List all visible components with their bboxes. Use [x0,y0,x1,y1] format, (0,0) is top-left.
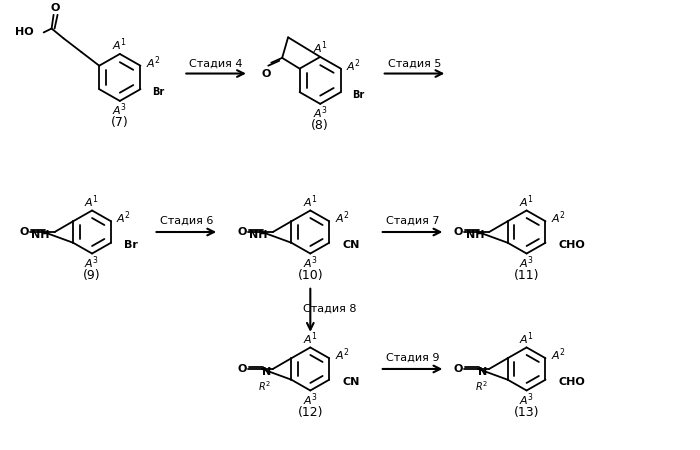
Text: $A^3$: $A^3$ [302,391,318,408]
Text: (13): (13) [514,405,539,418]
Text: $A^2$: $A^2$ [551,346,566,363]
Text: Br: Br [153,87,164,97]
Text: HO: HO [15,27,34,37]
Text: $A^3$: $A^3$ [302,254,318,270]
Text: (10): (10) [298,269,323,282]
Text: $R^2$: $R^2$ [475,380,488,393]
Text: (7): (7) [111,116,129,129]
Text: $A^3$: $A^3$ [313,104,328,121]
Text: O: O [454,364,463,374]
Text: Br: Br [352,90,364,100]
Text: (9): (9) [83,269,101,282]
Text: O: O [237,227,247,237]
Text: $A^1$: $A^1$ [519,330,534,347]
Text: O: O [51,3,60,13]
Text: Стадия 6: Стадия 6 [160,215,213,225]
Text: $A^3$: $A^3$ [85,254,99,270]
Text: $A^1$: $A^1$ [85,194,99,210]
Text: CN: CN [342,240,359,250]
Text: Br: Br [124,240,138,250]
Text: NH: NH [249,230,268,240]
Text: O: O [262,68,271,79]
Text: Стадия 8: Стадия 8 [303,303,357,313]
Text: N: N [478,367,487,377]
Text: Стадия 9: Стадия 9 [386,352,440,362]
Text: $R^2$: $R^2$ [258,380,272,393]
Text: $A^1$: $A^1$ [313,40,328,56]
Text: $A^2$: $A^2$ [346,58,361,74]
Text: Стадия 5: Стадия 5 [388,59,441,69]
Text: O: O [19,227,29,237]
Text: $A^1$: $A^1$ [302,194,318,210]
Text: $A^2$: $A^2$ [335,346,349,363]
Text: CN: CN [342,377,359,387]
Text: $A^3$: $A^3$ [519,254,534,270]
Text: O: O [237,364,247,374]
Text: $A^1$: $A^1$ [302,330,318,347]
Text: Стадия 7: Стадия 7 [386,215,440,225]
Text: NH: NH [32,230,50,240]
Text: Стадия 4: Стадия 4 [189,59,243,69]
Text: $A^1$: $A^1$ [519,194,534,210]
Text: (12): (12) [298,405,323,418]
Text: N: N [262,367,271,377]
Text: CHO: CHO [559,377,585,387]
Text: $A^3$: $A^3$ [519,391,534,408]
Text: $A^3$: $A^3$ [112,101,127,118]
Text: NH: NH [466,230,484,240]
Text: $A^2$: $A^2$ [146,54,161,71]
Text: (8): (8) [312,119,329,132]
Text: CHO: CHO [559,240,585,250]
Text: $A^2$: $A^2$ [551,209,566,225]
Text: $A^2$: $A^2$ [335,209,349,225]
Text: (11): (11) [514,269,539,282]
Text: $A^1$: $A^1$ [112,37,127,54]
Text: O: O [454,227,463,237]
Text: $A^2$: $A^2$ [116,209,132,225]
